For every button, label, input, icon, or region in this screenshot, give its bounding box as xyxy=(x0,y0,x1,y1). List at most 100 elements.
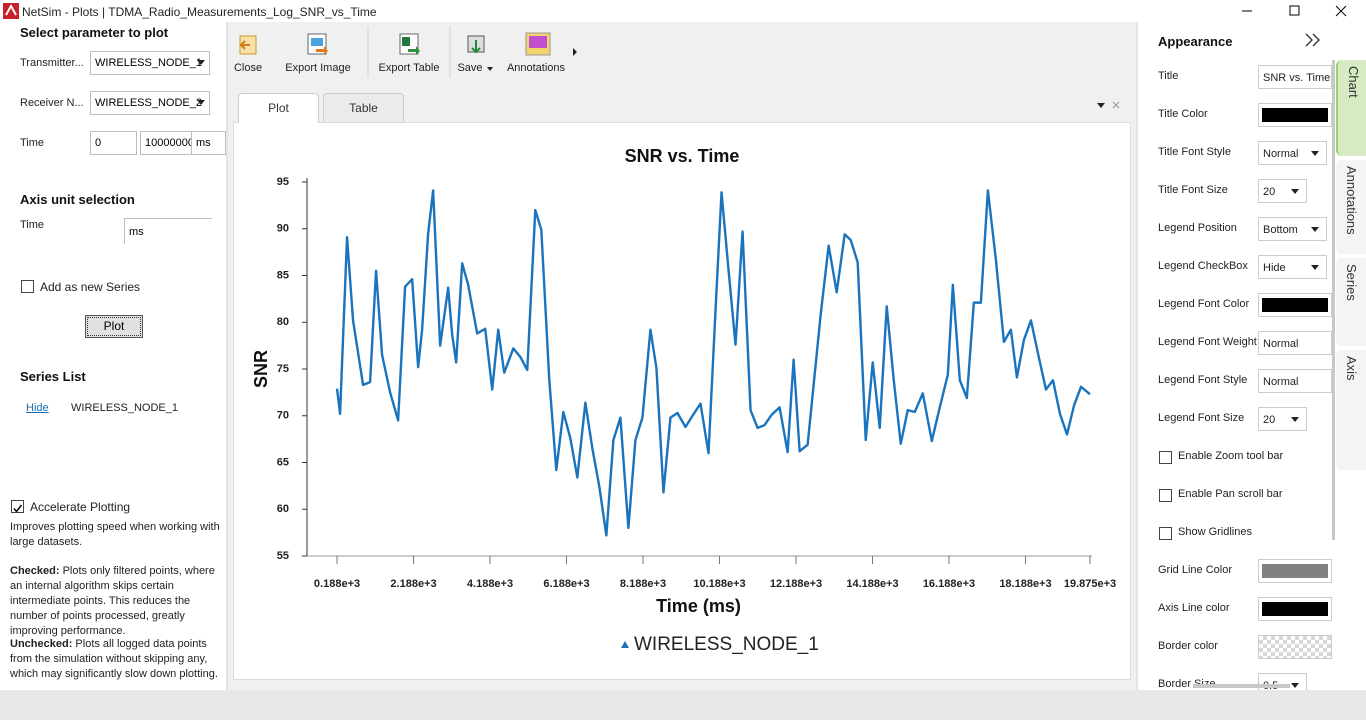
checkbox-label: Enable Pan scroll bar xyxy=(1178,488,1283,500)
x-tick-label: 14.188e+3 xyxy=(846,578,898,590)
transmitter-dropdown[interactable]: WIRELESS_NODE_1 xyxy=(90,51,210,75)
app-icon xyxy=(3,3,19,19)
dropdown-arrow xyxy=(197,60,205,65)
input-value: 0 xyxy=(95,137,102,149)
desc-text: Plots only filtered points, where an int… xyxy=(10,565,215,637)
property-label: Title Font Style xyxy=(1158,146,1231,158)
dropdown-arrow xyxy=(1311,151,1319,156)
time-to-input[interactable]: 10000000 xyxy=(140,131,192,155)
checkbox[interactable] xyxy=(1159,451,1172,464)
toolbar-button-label[interactable]: Save xyxy=(457,62,483,74)
text-input[interactable]: SNR vs. Time xyxy=(1258,65,1332,89)
checkbox-label: Accelerate Plotting xyxy=(30,500,131,514)
y-tick-label: 85 xyxy=(277,269,289,281)
color-swatch[interactable] xyxy=(1258,635,1332,659)
toolbar-button-label[interactable]: Annotations xyxy=(506,62,566,74)
scrollbar[interactable] xyxy=(1332,60,1335,540)
y-tick-label: 60 xyxy=(277,503,289,515)
field-value: SNR vs. Time xyxy=(1263,72,1331,84)
color-swatch[interactable] xyxy=(1258,559,1332,583)
window-controls[interactable] xyxy=(1230,0,1366,22)
splitter[interactable] xyxy=(1136,22,1138,690)
plot-button[interactable]: Plot xyxy=(85,315,143,338)
dropdown[interactable]: Normal xyxy=(1258,141,1327,165)
side-tab-label: Chart xyxy=(1346,66,1361,98)
side-tab-label: Annotations xyxy=(1344,166,1359,235)
field-value: 20 xyxy=(1263,186,1276,198)
y-tick-label: 55 xyxy=(277,550,289,562)
hide-link[interactable]: Hide xyxy=(26,402,49,414)
field-value: Hide xyxy=(1263,262,1286,274)
dropdown-value: WIRELESS_NODE_1 xyxy=(95,57,202,69)
toolbar-button-label[interactable]: Export Table xyxy=(378,62,440,74)
property-label: Grid Line Color xyxy=(1158,564,1232,576)
dropdown[interactable]: 20 xyxy=(1258,179,1307,203)
field-label: Receiver N... xyxy=(20,97,84,109)
field-value: 20 xyxy=(1263,414,1276,426)
desc-text: Plots all logged data points from the si… xyxy=(10,638,218,680)
checkbox[interactable] xyxy=(1159,489,1172,502)
x-tick-label: 16.188e+3 xyxy=(923,578,975,590)
field-label: Time xyxy=(20,219,45,231)
legend-label: WIRELESS_NODE_1 xyxy=(634,634,819,655)
h-scrollbar[interactable] xyxy=(1193,684,1290,688)
swatch-fill xyxy=(1262,108,1328,122)
axis-unit-input[interactable]: ms xyxy=(124,218,212,244)
swatch-fill xyxy=(1262,564,1328,578)
property-label: Border color xyxy=(1158,640,1218,652)
description: Improves plotting speed when working wit… xyxy=(10,521,220,548)
side-tab[interactable]: Chart xyxy=(1336,60,1366,156)
collapse-button[interactable] xyxy=(1304,32,1322,48)
checkbox[interactable] xyxy=(11,500,24,513)
property-label: Legend Font Color xyxy=(1158,298,1250,310)
chart: SNR vs. Time 55 60 65 70 75 80 85 90 95 0.188e+3 2.… xyxy=(251,146,1116,655)
color-swatch[interactable] xyxy=(1258,103,1332,127)
text-input[interactable]: Normal xyxy=(1258,369,1332,393)
x-tick-label: 0.188e+3 xyxy=(314,578,360,590)
x-axis-label: Time (ms) xyxy=(656,596,741,616)
property-label: Axis Line color xyxy=(1158,602,1230,614)
tab[interactable]: Plot xyxy=(238,93,319,123)
field-value: Normal xyxy=(1263,376,1299,388)
dropdown-arrow xyxy=(1291,189,1299,194)
legend-marker xyxy=(621,641,629,648)
chart-title: SNR vs. Time xyxy=(625,146,740,166)
checkbox-label: Show Gridlines xyxy=(1178,526,1252,538)
side-tab[interactable]: Annotations xyxy=(1336,160,1366,254)
x-tick-label: 2.188e+3 xyxy=(390,578,436,590)
time-from-input[interactable]: 0 xyxy=(90,131,137,155)
checkbox-label: Enable Zoom tool bar xyxy=(1178,450,1284,462)
dropdown[interactable]: Hide xyxy=(1258,255,1327,279)
dropdown[interactable]: 20 xyxy=(1258,407,1307,431)
side-tab-label: Series xyxy=(1344,264,1359,301)
checkbox[interactable] xyxy=(21,280,34,293)
color-swatch[interactable] xyxy=(1258,597,1332,621)
dropdown[interactable]: Bottom xyxy=(1258,217,1327,241)
dropdown-arrow xyxy=(1291,683,1299,688)
side-tab[interactable]: Axis xyxy=(1336,350,1366,470)
toolbar-button-label[interactable]: Close xyxy=(233,62,263,74)
y-tick-label: 65 xyxy=(277,456,289,468)
button-label: Plot xyxy=(103,319,125,333)
field-value: Bottom xyxy=(1263,224,1298,236)
tab-controls[interactable] xyxy=(1094,100,1124,112)
time-unit-dropdown[interactable]: ms xyxy=(191,131,226,155)
receiver-dropdown[interactable]: WIRELESS_NODE_2 xyxy=(90,91,210,115)
text-input[interactable]: Normal xyxy=(1258,331,1332,355)
field-label: Transmitter... xyxy=(20,57,84,69)
desc-label: Checked: xyxy=(10,565,60,577)
y-axis-label: SNR xyxy=(251,350,271,388)
y-tick-label: 75 xyxy=(277,363,289,375)
checkbox[interactable] xyxy=(1159,527,1172,540)
splitter[interactable] xyxy=(226,22,228,690)
toolbar-button-label[interactable]: Export Image xyxy=(285,62,351,74)
side-tab[interactable]: Series xyxy=(1336,258,1366,346)
toolbar xyxy=(228,22,1136,82)
property-label: Title Color xyxy=(1158,108,1208,120)
plot-frame xyxy=(233,122,1131,680)
tab[interactable]: Table xyxy=(323,93,404,122)
color-swatch[interactable] xyxy=(1258,293,1332,317)
window-title: NetSim - Plots | TDMA_Radio_Measurements… xyxy=(22,5,377,19)
property-label: Legend CheckBox xyxy=(1158,260,1248,272)
